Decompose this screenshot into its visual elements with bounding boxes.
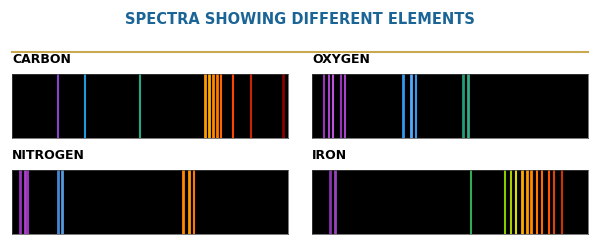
Text: CARBON: CARBON bbox=[12, 53, 71, 66]
Text: NITROGEN: NITROGEN bbox=[12, 149, 85, 162]
Text: SPECTRA SHOWING DIFFERENT ELEMENTS: SPECTRA SHOWING DIFFERENT ELEMENTS bbox=[125, 12, 475, 27]
Text: IRON: IRON bbox=[312, 149, 347, 162]
Text: OXYGEN: OXYGEN bbox=[312, 53, 370, 66]
